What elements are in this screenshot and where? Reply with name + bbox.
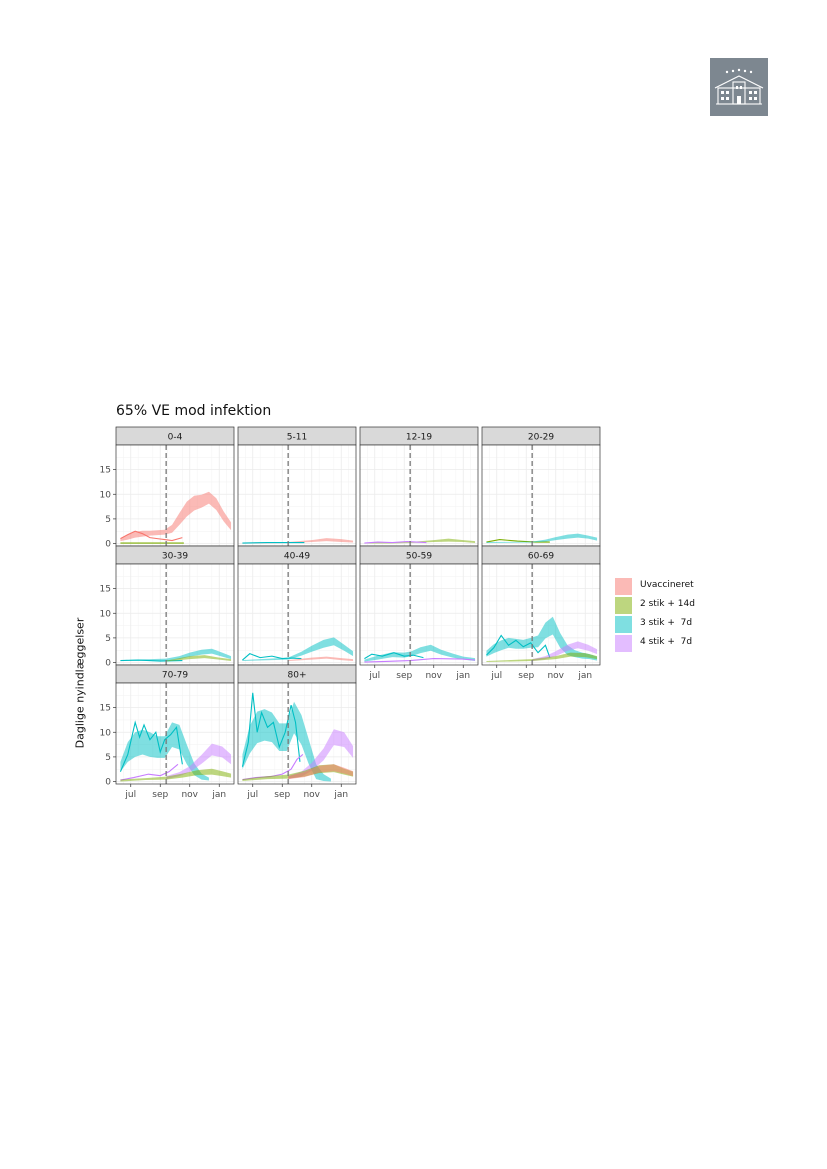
facet-label: 5-11 (287, 433, 307, 443)
facet-label: 30-39 (162, 552, 188, 562)
series-line (486, 539, 550, 543)
panel-background (116, 445, 234, 546)
y-tick-label: 10 (100, 728, 112, 738)
facet-label: 60-69 (528, 552, 554, 562)
series-band (242, 538, 354, 544)
series-line (120, 763, 179, 781)
y-tick-label: 5 (105, 634, 111, 644)
series-band (486, 533, 598, 544)
series-band (120, 648, 232, 662)
legend-key (615, 578, 632, 595)
legend-key (615, 616, 632, 633)
panel-background (238, 445, 356, 546)
series-band (486, 652, 598, 663)
series-band (288, 729, 354, 780)
series-band (166, 743, 232, 780)
panel-border (359, 563, 479, 666)
facet-label: 12-19 (406, 433, 432, 443)
panel-background (116, 564, 234, 665)
x-tick-label: jan (455, 671, 470, 681)
x-tick-label: jan (577, 671, 592, 681)
legend-key (615, 635, 632, 652)
series-band (288, 656, 354, 662)
y-tick-label: 10 (100, 490, 112, 500)
y-tick-label: 0 (105, 540, 111, 550)
panel-border (481, 563, 601, 666)
panel-80+: 80+ jul sep nov jan (237, 664, 357, 800)
building-logo (710, 58, 768, 116)
panel-border (237, 682, 357, 785)
x-tick-label: sep (518, 671, 534, 681)
x-tick-label: jul (490, 671, 502, 681)
panel-40-49: 40-49 (237, 545, 357, 666)
x-tick-label: jul (246, 790, 258, 800)
x-tick-label: nov (547, 671, 564, 681)
series-band (120, 768, 232, 782)
series-band (120, 491, 232, 542)
legend-label: Uvaccineret (640, 580, 694, 590)
panel-30-39: 30-39 0 5 10 15 (100, 545, 235, 669)
y-tick-label: 15 (100, 466, 111, 476)
y-tick-label: 5 (105, 515, 111, 525)
y-tick-label: 0 (105, 778, 111, 788)
series-band (288, 764, 354, 780)
panel-5-11: 5-11 (237, 426, 357, 547)
legend-key (615, 597, 632, 614)
legend-label: 2 stik + 14d (640, 599, 695, 609)
facet-label: 50-59 (406, 552, 432, 562)
x-tick-label: sep (396, 671, 412, 681)
building-icon (714, 68, 764, 105)
y-tick-label: 0 (105, 659, 111, 669)
series-line (120, 530, 183, 542)
y-tick-label: 10 (100, 609, 112, 619)
panel-50-59: 50-59 jul sep nov jan (359, 545, 479, 681)
panel-background (360, 445, 478, 546)
series-band (242, 637, 354, 662)
series-line (364, 658, 476, 663)
x-tick-label: sep (274, 790, 290, 800)
series-band (364, 538, 476, 544)
x-tick-label: nov (181, 790, 198, 800)
facet-label: 80+ (288, 671, 307, 681)
legend-label: 4 stik + 7d (640, 637, 693, 647)
panel-60-69: 60-69 jul sep nov jan (481, 545, 601, 681)
panel-0-4: 0-4 0 5 10 15 (100, 426, 235, 550)
facet-label: 0-4 (168, 433, 183, 443)
x-tick-label: nov (303, 790, 320, 800)
panel-70-79: 70-79 0 5 10 15 jul sep nov jan (100, 664, 235, 800)
chart-title: 65% VE mod infektion (116, 403, 272, 419)
series-band (532, 641, 598, 662)
series-line (364, 541, 427, 544)
legend-label: 3 stik + 7d (640, 618, 693, 628)
panel-12-19: 12-19 (359, 426, 479, 547)
panel-background (238, 564, 356, 665)
series-band (242, 701, 331, 782)
y-tick-label: 15 (100, 704, 111, 714)
panel-background (482, 445, 600, 546)
x-tick-label: nov (425, 671, 442, 681)
y-tick-label: 5 (105, 753, 111, 763)
x-tick-label: jan (333, 790, 348, 800)
series-band (364, 644, 476, 662)
panel-20-29: 20-29 (481, 426, 601, 547)
x-tick-label: sep (152, 790, 168, 800)
y-tick-label: 15 (100, 585, 111, 595)
facet-label: 40-49 (284, 552, 310, 562)
panel-border (115, 682, 235, 785)
x-tick-label: jul (124, 790, 136, 800)
series-band (166, 655, 232, 662)
x-tick-label: jul (368, 671, 380, 681)
x-tick-label: jan (211, 790, 226, 800)
facet-label: 20-29 (528, 433, 554, 443)
facet-label: 70-79 (162, 671, 188, 681)
series-band (120, 722, 209, 781)
